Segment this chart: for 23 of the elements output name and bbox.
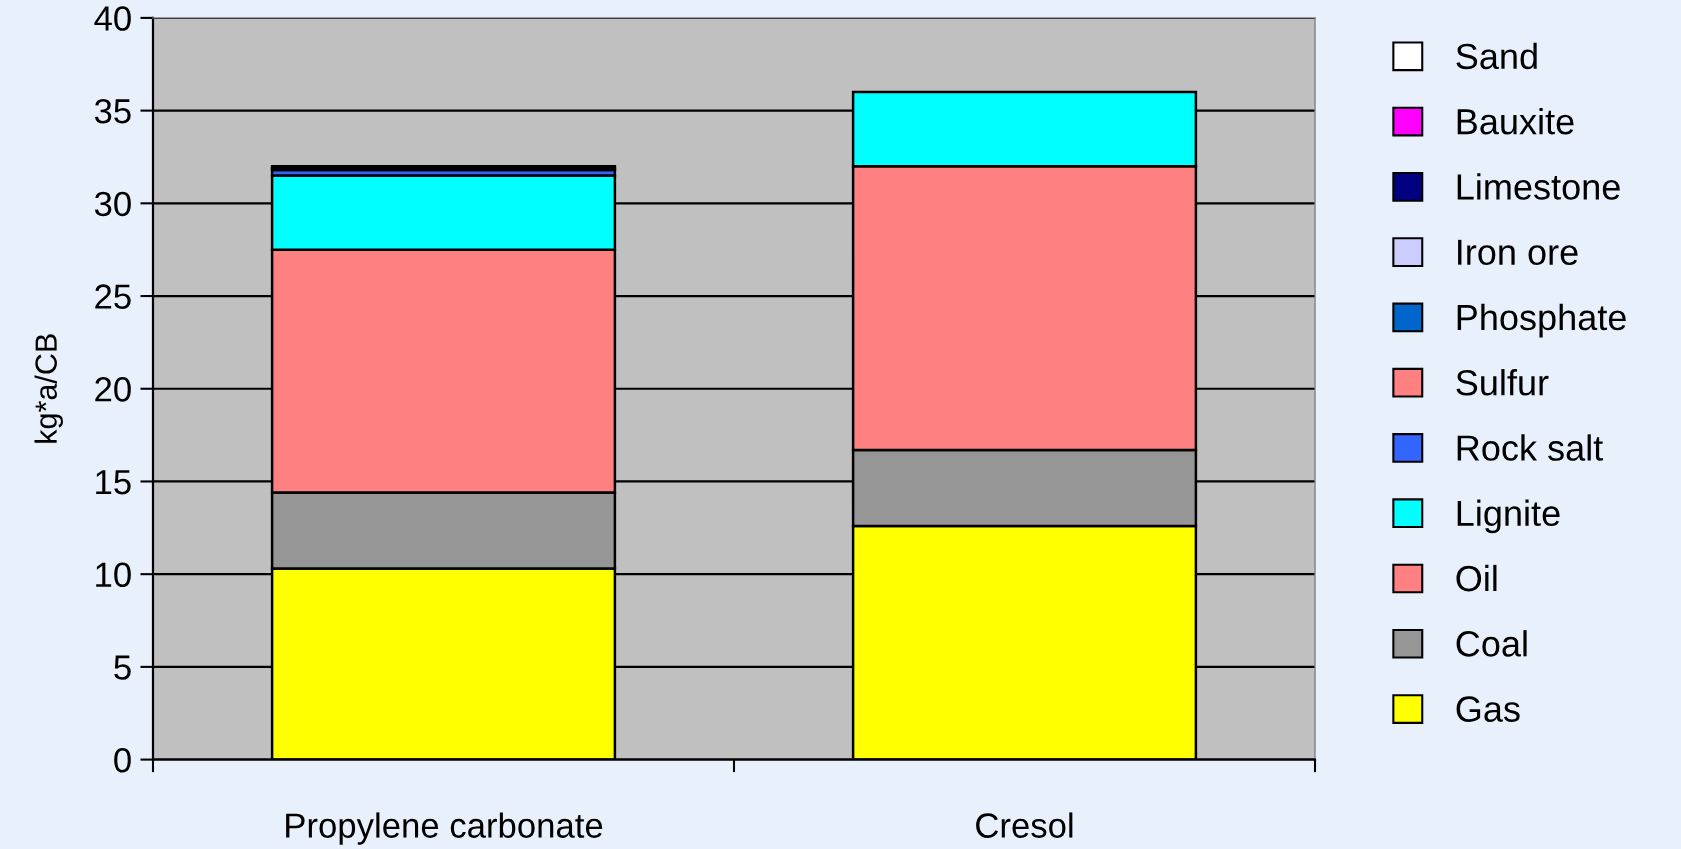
x-tick-label: Cresol: [976, 812, 1073, 838]
y-tick-label: 30: [94, 191, 131, 217]
y-tick-label: 10: [96, 562, 131, 588]
legend-label: Coal: [1456, 630, 1527, 657]
legend-label: Lignite: [1457, 499, 1560, 534]
legend-label: Rock salt: [1457, 434, 1603, 461]
y-tick-label: 0: [114, 747, 131, 773]
y-tick-label: 35: [94, 98, 131, 124]
legend-label: Gas: [1456, 696, 1520, 722]
y-tick-label: 5: [114, 655, 131, 680]
legend-label: Bauxite: [1457, 107, 1574, 135]
y-tick-label: 20: [95, 377, 131, 402]
y-tick-label: 40: [94, 6, 131, 31]
y-tick-label: 25: [95, 284, 131, 309]
legend-label: Oil: [1456, 564, 1497, 592]
legend-label: Phosphate: [1457, 303, 1626, 338]
legend-label: Sand: [1456, 42, 1537, 70]
y-axis-title: kg*a/CB: [34, 334, 63, 443]
x-tick-label: Propylene carbonate: [286, 812, 603, 845]
legend-label: Sulfur: [1456, 369, 1549, 396]
legend-label: Iron ore: [1458, 239, 1578, 266]
legend-label: Limestone: [1457, 173, 1620, 200]
y-tick-label: 15: [96, 470, 131, 495]
